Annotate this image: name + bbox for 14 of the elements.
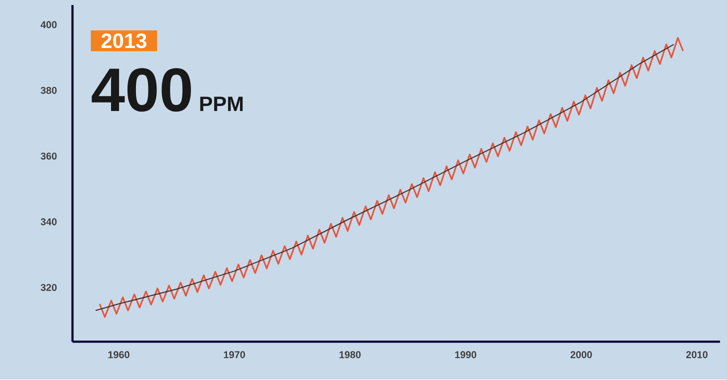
x-tick-label: 1980 (340, 351, 361, 358)
x-tick-label: 1960 (108, 351, 130, 358)
annotation: 2013 (102, 34, 146, 48)
x-tick-label: 2010 (686, 351, 708, 358)
y-tick-label: 360 (40, 152, 57, 160)
y-tick-label: 340 (40, 218, 57, 226)
y-tick-label: 320 (40, 284, 57, 292)
y-tick-label: 380 (40, 87, 57, 94)
x-tick-label: 1970 (224, 351, 246, 358)
x-tick-label: 2000 (570, 351, 592, 358)
x-tick-label: 1990 (455, 351, 476, 358)
annotation: 400 (92, 68, 191, 112)
annotation: PPM (200, 96, 243, 112)
y-tick-label: 400 (40, 21, 57, 28)
